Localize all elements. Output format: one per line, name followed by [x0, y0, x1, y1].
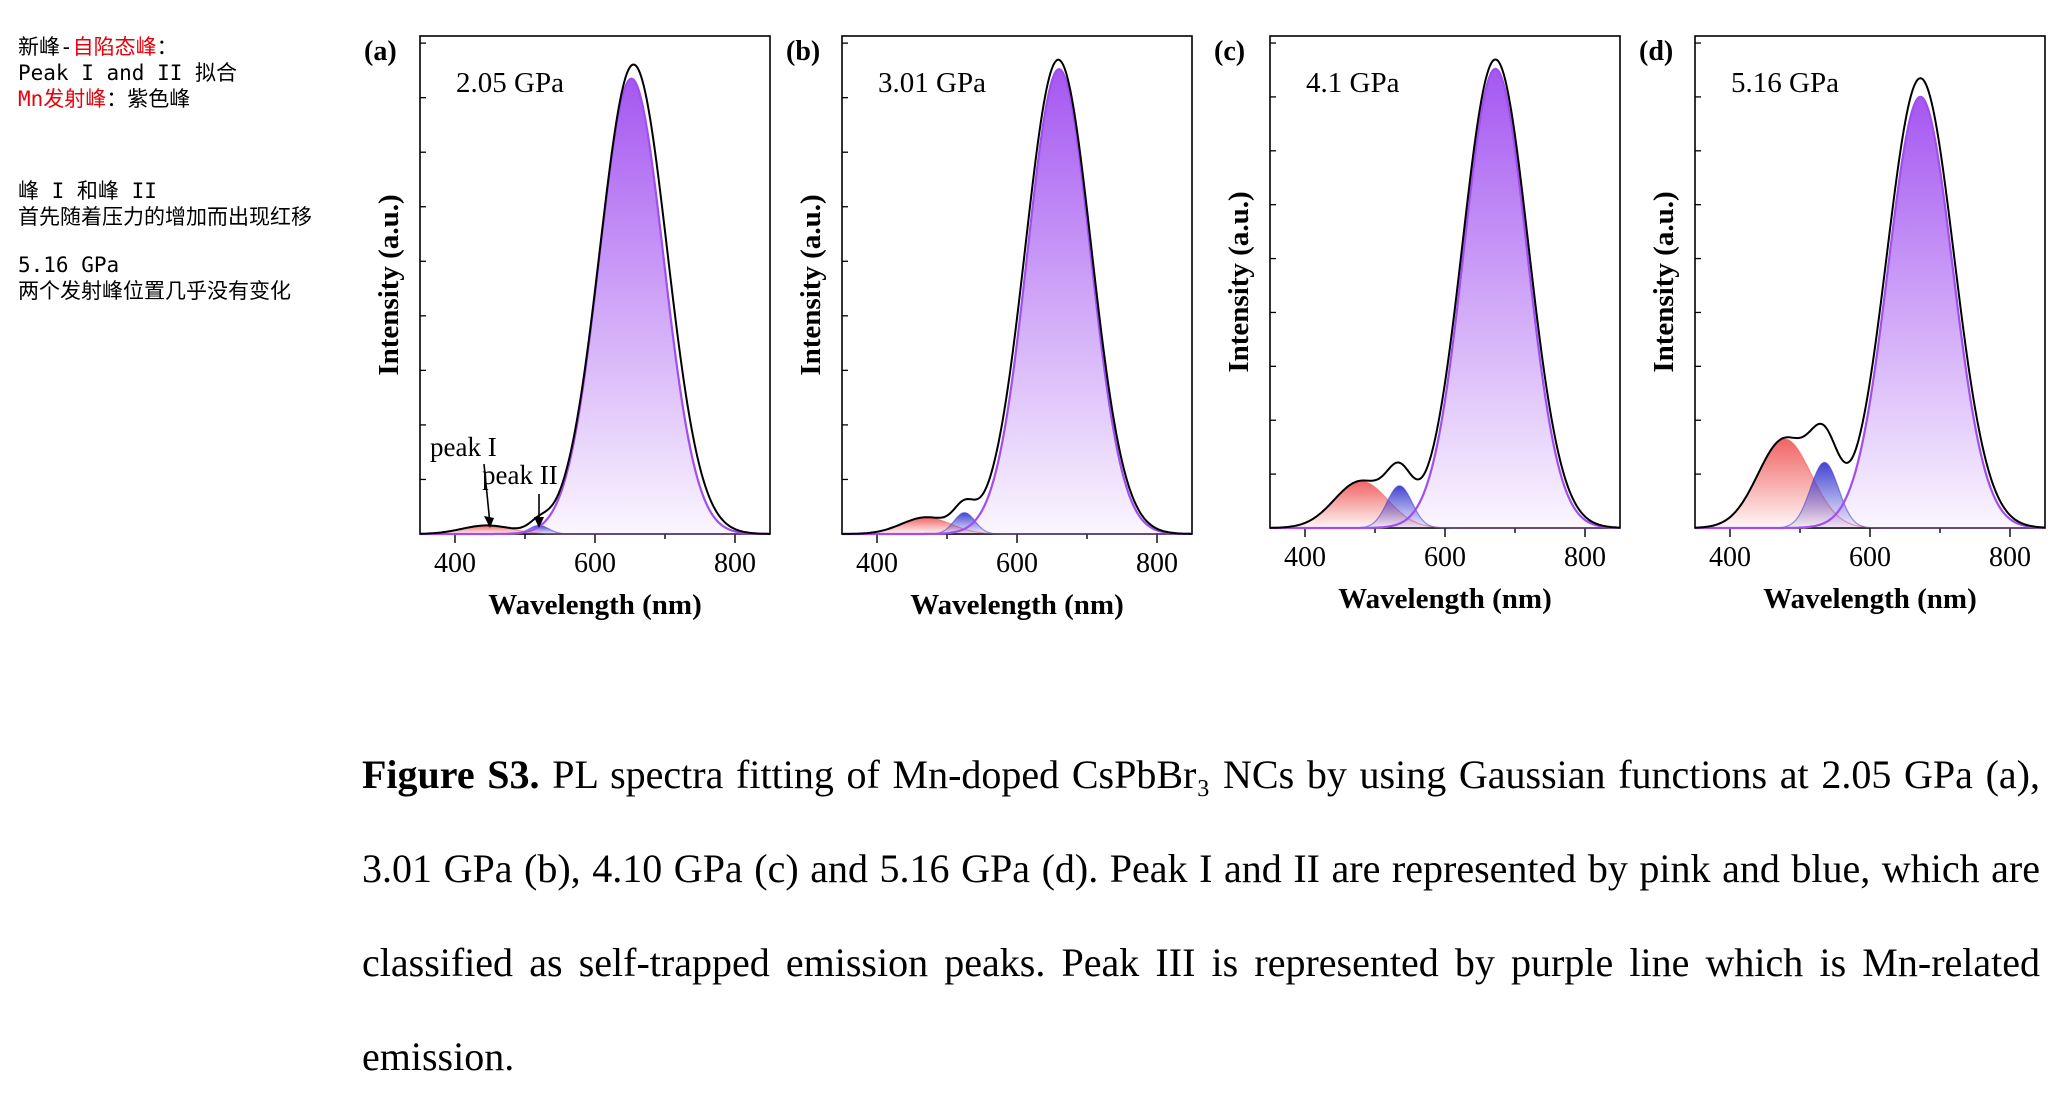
pressure-label: 5.16 GPa [1731, 67, 1839, 99]
annotation-arrow-1 [483, 463, 491, 525]
x-axis-label: Wavelength (nm) [488, 589, 701, 621]
annotation-peak-2: peak II [482, 460, 558, 490]
chart-panel-b: 400 600 800 (b) 3.01 GPa Wavelength (nm) Inten… [786, 35, 1193, 621]
peak-fill-1 [1270, 481, 1620, 528]
x-tick-label: 400 [434, 548, 476, 579]
peak-fill-3 [420, 78, 770, 534]
annotation-notes: 新峰-自陷态峰： Peak I and II 拟合 Mn发射峰：紫色峰 峰 I … [18, 34, 388, 304]
note-line-2: Peak I and II 拟合 [18, 61, 238, 85]
panel-label: (a) [364, 36, 397, 67]
panel-label: (b) [786, 36, 820, 67]
peak-fill-3 [1270, 68, 1620, 529]
chart-panel-d: 400 600 800 (d) 5.16 GPa Wavelength (nm) Inten… [1639, 35, 2046, 615]
peak-fill-1 [842, 517, 1192, 534]
note-line-5: 首先随着压力的增加而出现红移 [18, 205, 312, 229]
pressure-label: 2.05 GPa [456, 67, 564, 99]
measured-spectrum [841, 58, 1192, 535]
chart-panel-c: 400 600 800 (c) 4.1 GPa Wavelength (nm) Intens… [1214, 35, 1621, 615]
caption-text: PL spectra fitting of Mn-doped CsPbBr₃ N… [362, 752, 2040, 1079]
peak-fill-3 [842, 69, 1192, 534]
x-tick-label: 800 [1564, 542, 1606, 573]
y-axis-label: Intensity (a.u.) [1223, 191, 1255, 372]
x-tick-label: 400 [1284, 542, 1326, 573]
pressure-label: 4.1 GPa [1306, 67, 1400, 99]
annotation-peak-1: peak I [430, 432, 497, 462]
x-axis-label: Wavelength (nm) [1763, 583, 1976, 615]
note-line-3: Mn发射峰：紫色峰 [18, 86, 388, 112]
measured-spectrum [1269, 58, 1620, 529]
panel-label: (c) [1214, 36, 1245, 67]
note-line-3-suffix: ：紫色峰 [106, 87, 191, 111]
x-tick-label: 800 [714, 548, 756, 579]
peak-fill-1 [1695, 439, 2045, 528]
note-line-1: 新峰-自陷态峰： [18, 34, 388, 60]
measured-spectrum [419, 63, 770, 535]
figure-caption: Figure S3. PL spectra fitting of Mn-dope… [362, 728, 2040, 1104]
measured-spectrum [1694, 77, 2045, 529]
x-tick-label: 600 [1424, 542, 1466, 573]
x-axis-label: Wavelength (nm) [1338, 583, 1551, 615]
caption-label: Figure S3. [362, 752, 540, 797]
note-line-1-prefix: 新峰- [18, 35, 73, 59]
chart-panel-a: 400 600 800 (a) 2.05 GPa Wavelength (nm) Inten… [364, 35, 771, 621]
arrow-head-1 [484, 516, 494, 528]
peak-line-3 [1695, 95, 2046, 530]
peak-fill-1 [420, 525, 770, 534]
y-axis-label: Intensity (a.u.) [795, 194, 827, 375]
y-axis-label: Intensity (a.u.) [1648, 191, 1680, 372]
arrow-head-2 [534, 517, 544, 528]
note-line-1-suffix: ： [156, 35, 178, 59]
note-line-4: 峰 I 和峰 II [18, 179, 157, 203]
x-tick-label: 600 [996, 548, 1038, 579]
x-tick-label: 600 [574, 548, 616, 579]
note-line-6: 5.16 GPa [18, 253, 120, 277]
pressure-label: 3.01 GPa [878, 67, 986, 99]
note-line-1-red: 自陷态峰 [72, 35, 157, 59]
x-tick-label: 400 [1709, 542, 1751, 573]
x-axis-label: Wavelength (nm) [910, 589, 1123, 621]
peak-fill-3 [1695, 96, 2045, 529]
peak-line-3 [842, 68, 1192, 536]
peak-line-3 [1270, 67, 1620, 530]
note-line-7: 两个发射峰位置几乎没有变化 [18, 279, 291, 303]
x-tick-label: 800 [1989, 542, 2031, 573]
note-line-3-red: Mn发射峰 [18, 87, 107, 111]
figure-panels: 400 600 800 (a) 2.05 GPa Wavelength (nm) Inten… [364, 35, 2046, 621]
x-tick-label: 400 [856, 548, 898, 579]
y-axis-label: Intensity (a.u.) [373, 194, 405, 375]
x-tick-label: 600 [1849, 542, 1891, 573]
x-tick-label: 800 [1136, 548, 1178, 579]
panel-label: (d) [1639, 36, 1673, 67]
